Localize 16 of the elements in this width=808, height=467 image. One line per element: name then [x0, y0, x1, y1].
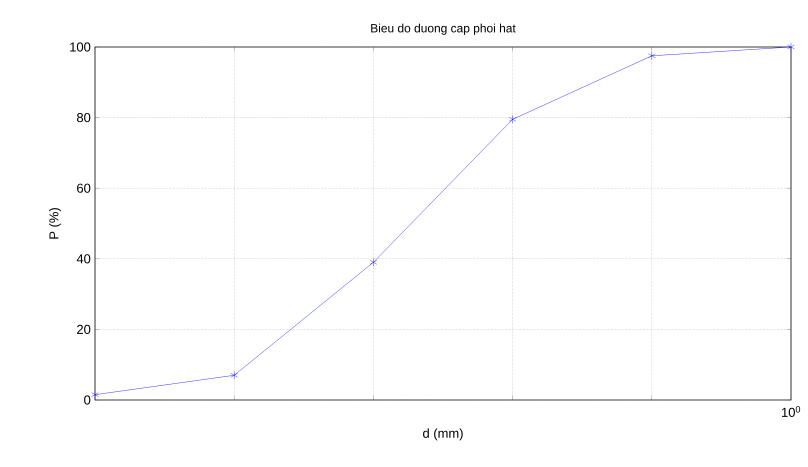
- y-axis-title: P (%): [48, 208, 62, 239]
- y-tick-label: 60: [77, 184, 90, 193]
- point: [370, 258, 378, 267]
- y-tick-label: 0: [84, 395, 90, 405]
- point: [230, 371, 238, 380]
- point: [648, 52, 656, 60]
- chart-title: Bieu do duong cap phoi hat: [371, 24, 516, 35]
- y-tick-label: 100: [70, 42, 90, 52]
- y-tick-label: 80: [76, 113, 90, 122]
- point: [91, 390, 99, 399]
- x-axis-title: d (mm): [423, 428, 463, 440]
- point: [787, 42, 795, 52]
- text: 10$^{0}$: [782, 406, 800, 417]
- y-tick-label: 20: [77, 324, 90, 334]
- point: [508, 115, 516, 124]
- y-tick-label: 40: [76, 254, 90, 264]
